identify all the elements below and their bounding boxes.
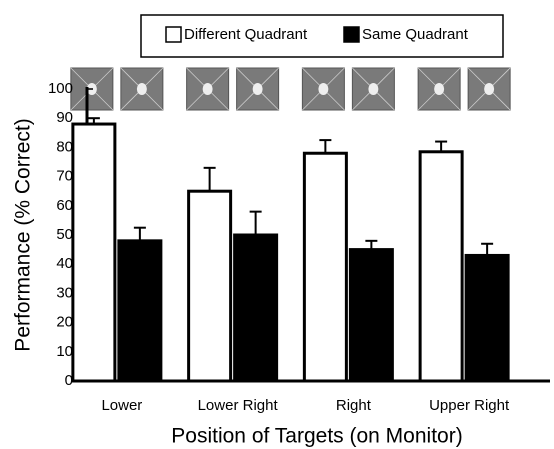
y-tick-label: 30 bbox=[56, 284, 73, 301]
icon-face bbox=[203, 83, 213, 95]
bar bbox=[189, 191, 231, 381]
y-tick-label: 10 bbox=[56, 343, 73, 360]
x-axis-label: Position of Targets (on Monitor) bbox=[171, 425, 462, 448]
y-tick-label: 50 bbox=[56, 226, 73, 243]
chart: Performance (% Correct) Position of Targ… bbox=[0, 0, 554, 449]
bar bbox=[466, 255, 508, 381]
y-tick-label: 90 bbox=[56, 109, 73, 126]
legend-swatch bbox=[344, 27, 359, 42]
legend-label: Different Quadrant bbox=[184, 26, 308, 43]
bar bbox=[119, 241, 161, 381]
icon-face bbox=[484, 83, 494, 95]
bar bbox=[235, 235, 277, 381]
legend-label: Same Quadrant bbox=[362, 26, 469, 43]
icon-face bbox=[137, 83, 147, 95]
x-tick-label: Right bbox=[336, 397, 372, 414]
icon-face bbox=[318, 83, 328, 95]
y-tick-label: 40 bbox=[56, 255, 73, 272]
icon-face bbox=[253, 83, 263, 95]
y-tick-label: 80 bbox=[56, 138, 73, 155]
x-tick-label: Lower Right bbox=[198, 397, 279, 414]
bar bbox=[304, 153, 346, 381]
stimulus-icons bbox=[71, 68, 510, 110]
bar bbox=[420, 152, 462, 381]
y-tick-label: 70 bbox=[56, 168, 73, 185]
x-tick-label: Upper Right bbox=[429, 397, 510, 414]
y-tick-label: 20 bbox=[56, 314, 73, 331]
y-axis-label: Performance (% Correct) bbox=[12, 118, 35, 351]
bar bbox=[73, 124, 115, 381]
icon-face bbox=[368, 83, 378, 95]
legend-swatch bbox=[166, 27, 181, 42]
y-tick-label: 100 bbox=[48, 80, 73, 97]
icon-face bbox=[434, 83, 444, 95]
y-tick-label: 60 bbox=[56, 197, 73, 214]
bar bbox=[350, 250, 392, 381]
x-tick-label: Lower bbox=[101, 397, 142, 414]
